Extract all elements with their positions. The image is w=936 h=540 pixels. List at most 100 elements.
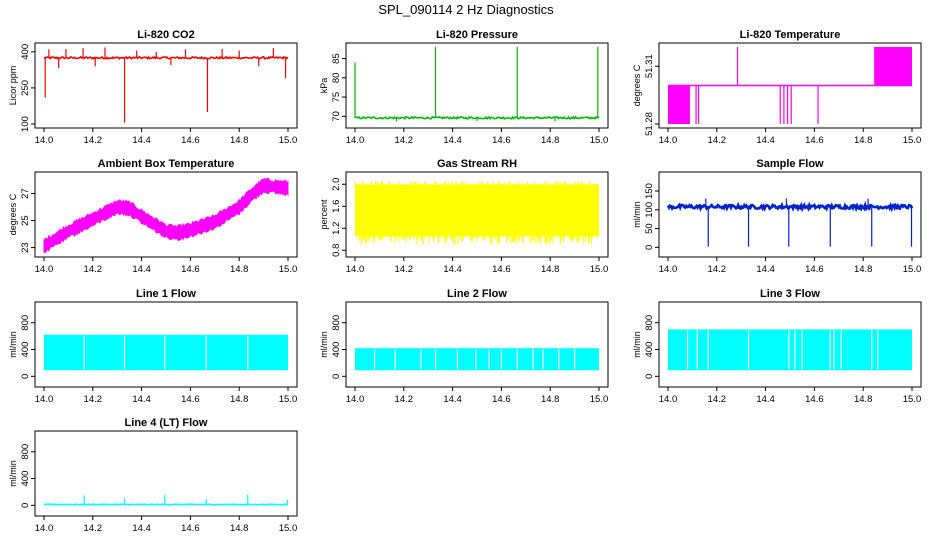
y-axis-label: ml/min [319, 331, 329, 358]
data-block [874, 47, 912, 86]
x-tick-label: 14.8 [541, 394, 560, 405]
x-tick-label: 14.6 [181, 394, 200, 405]
x-tick-label: 14.8 [541, 264, 560, 275]
x-tick-label: 14.2 [708, 394, 727, 405]
y-tick-label: 1.6 [331, 200, 342, 213]
plot-frame [658, 42, 922, 129]
x-tick-label: 14.4 [132, 135, 151, 146]
x-tick-label: 15.0 [279, 523, 298, 534]
data-band [44, 334, 288, 371]
x-tick-label: 14.4 [132, 523, 151, 534]
x-tick-label: 14.6 [492, 135, 511, 146]
x-tick-label: 14.0 [35, 135, 54, 146]
panel-title: Li-820 CO2 [137, 29, 194, 41]
plot-frame [658, 171, 922, 258]
y-tick-label: 85 [331, 53, 342, 64]
y-tick-label: 23 [20, 242, 31, 253]
x-tick-label: 15.0 [590, 135, 609, 146]
y-tick-label: 1.2 [331, 222, 342, 235]
series-rh [354, 181, 599, 245]
x-tick-label: 14.2 [708, 135, 727, 146]
series-line1 [44, 334, 288, 371]
plot-frame [34, 42, 298, 129]
y-axis-label: degrees C [632, 64, 642, 106]
panel-title: Sample Flow [756, 158, 824, 170]
x-tick-label: 14.8 [230, 135, 249, 146]
y-tick-label: 150 [644, 183, 655, 199]
y-tick-label: 0 [331, 374, 342, 379]
x-tick-label: 14.4 [443, 394, 462, 405]
panel-title: Li-820 Pressure [436, 29, 518, 41]
y-tick-label: 400 [331, 342, 342, 358]
y-tick-label: 100 [644, 202, 655, 218]
x-tick-label: 14.2 [84, 135, 103, 146]
x-tick-label: 14.0 [35, 264, 54, 275]
y-tick-label: 250 [20, 80, 31, 96]
x-tick-label: 14.8 [230, 264, 249, 275]
x-tick-label: 14.0 [35, 394, 54, 405]
x-tick-label: 14.2 [395, 135, 414, 146]
x-tick-label: 14.2 [708, 264, 727, 275]
y-axis-label: ml/min [8, 460, 18, 487]
panel-title: Line 1 Flow [136, 288, 196, 300]
panel-temp820: Li-820 Temperature 14.0 14.2 14.4 14.6 14.8 15… [632, 29, 922, 146]
x-tick-label: 14.0 [346, 135, 365, 146]
panel-title: Line 4 (LT) Flow [125, 417, 208, 429]
x-tick-label: 15.0 [903, 264, 922, 275]
plot-frame [34, 301, 298, 388]
y-tick-label: 400 [644, 342, 655, 358]
y-tick-label: 0.8 [331, 244, 342, 257]
figure-title: SPL_090114 2 Hz Diagnostics [378, 2, 554, 17]
x-tick-label: 15.0 [279, 394, 298, 405]
x-tick-label: 14.4 [443, 135, 462, 146]
series-co2 [43, 47, 289, 123]
y-tick-label: 27 [20, 188, 31, 199]
y-axis-label: Licor ppm [8, 66, 18, 106]
y-tick-label: 100 [20, 116, 31, 132]
y-tick-label: 800 [20, 315, 31, 331]
y-tick-label: 75 [331, 92, 342, 103]
x-tick-label: 14.6 [492, 394, 511, 405]
x-tick-label: 14.6 [181, 135, 200, 146]
x-tick-label: 14.2 [395, 264, 414, 275]
panel-title: Line 3 Flow [760, 288, 820, 300]
x-tick-label: 14.4 [443, 264, 462, 275]
data-line [43, 503, 288, 506]
panel-title: Gas Stream RH [437, 158, 517, 170]
y-tick-label: 800 [331, 315, 342, 331]
x-tick-label: 14.8 [541, 135, 560, 146]
series-ambient [43, 177, 289, 253]
data-band [355, 348, 599, 371]
x-tick-label: 14.4 [756, 394, 775, 405]
series-sample [666, 198, 914, 247]
panel-co2: Li-820 CO2 14.0 14.2 14.4 14.6 14.8 15.0 100 250… [8, 29, 298, 146]
x-tick-label: 14.0 [659, 264, 678, 275]
panel-line3: Line 3 Flow 14.0 14.2 14.4 14.6 14.8 15.0 0 400 8… [632, 288, 922, 405]
x-tick-label: 14.2 [84, 394, 103, 405]
y-tick-label: 50 [644, 223, 655, 234]
y-axis-label: kPa [319, 78, 329, 94]
x-tick-label: 14.8 [854, 394, 873, 405]
panel-pressure: Li-820 Pressure 14.0 14.2 14.4 14.6 14.8 15.0 7… [319, 29, 609, 146]
series-temp820 [668, 47, 912, 124]
data-line [666, 200, 914, 213]
y-tick-label: 0 [644, 374, 655, 379]
panel-title: Li-820 Temperature [740, 29, 841, 41]
x-tick-label: 14.0 [659, 394, 678, 405]
x-tick-label: 14.6 [805, 394, 824, 405]
x-tick-label: 14.4 [756, 264, 775, 275]
x-tick-label: 14.0 [35, 523, 54, 534]
panel-rh: Gas Stream RH 14.0 14.2 14.4 14.6 14.8 15.0 0.8… [319, 158, 609, 275]
x-tick-label: 14.2 [395, 394, 414, 405]
y-tick-label: 400 [20, 342, 31, 358]
plot-frame [345, 171, 609, 258]
plot-frame [34, 171, 298, 258]
plot-frame [658, 301, 922, 388]
y-axis-label: degrees C [8, 193, 18, 235]
y-tick-label: 400 [20, 471, 31, 487]
y-tick-label: 2.0 [331, 178, 342, 191]
x-tick-label: 14.6 [181, 264, 200, 275]
x-tick-label: 14.6 [805, 135, 824, 146]
x-tick-label: 15.0 [590, 394, 609, 405]
